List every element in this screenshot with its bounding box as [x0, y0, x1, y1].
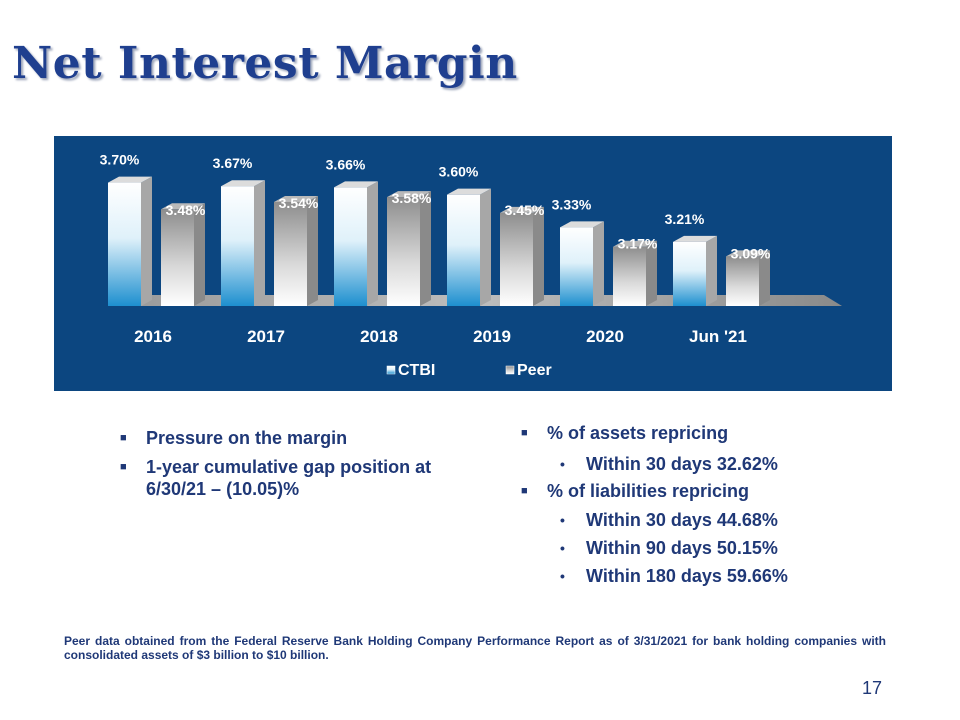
data-label-ctbi: 3.33% — [552, 196, 592, 212]
data-label-peer: 3.45% — [505, 202, 545, 218]
data-label-ctbi: 3.70% — [100, 152, 140, 168]
bar-peer — [726, 250, 770, 306]
legend-swatch — [505, 365, 515, 375]
data-label-peer: 3.17% — [618, 236, 658, 252]
bar-ctbi — [334, 181, 378, 306]
legend-item-peer: Peer — [505, 362, 552, 379]
bar-peer — [274, 195, 318, 306]
bullet-dot-icon: • — [560, 568, 565, 584]
data-label-ctbi: 3.60% — [439, 164, 479, 180]
bullet-square-icon: ■ — [521, 427, 528, 439]
category-label: 2017 — [247, 327, 285, 346]
category-label: 2018 — [360, 327, 398, 346]
category-label: 2020 — [586, 327, 624, 346]
data-label-peer: 3.48% — [166, 202, 206, 218]
bar-ctbi — [560, 221, 604, 306]
bar-ctbi — [221, 180, 265, 306]
data-label-peer: 3.58% — [392, 190, 432, 206]
slide-title: Net Interest Margin — [12, 38, 518, 89]
bar-peer — [613, 240, 657, 306]
data-label-ctbi: 3.21% — [665, 211, 705, 227]
bullet-square-icon: ■ — [120, 461, 127, 473]
data-label-peer: 3.09% — [731, 245, 771, 261]
bullet-dot-icon: • — [560, 540, 565, 556]
data-label-ctbi: 3.66% — [326, 156, 366, 172]
data-label-ctbi: 3.67% — [213, 155, 253, 171]
category-label: 2016 — [134, 327, 172, 346]
bar-ctbi — [108, 176, 152, 306]
bar-ctbi — [447, 188, 491, 306]
legend-item-ctbi: CTBI — [386, 362, 435, 379]
bullet-dot-icon: • — [560, 456, 565, 472]
chart-panel: 3.70% 3.48% 2016 3.67% 3.54% 2017 3.66% 3.58% 20… — [54, 136, 892, 391]
bullet-dot-icon: • — [560, 512, 565, 528]
legend-label: Peer — [517, 362, 552, 379]
bar-ctbi — [673, 235, 717, 306]
bar-peer — [500, 206, 544, 306]
bullet-square-icon: ■ — [521, 485, 528, 497]
bar-peer — [387, 191, 431, 306]
page-number: 17 — [862, 678, 883, 698]
legend-label: CTBI — [398, 362, 435, 379]
legend-swatch — [386, 365, 396, 375]
footnote: Peer data obtained from the Federal Rese… — [64, 634, 886, 662]
bar-peer — [161, 203, 205, 306]
category-label: Jun '21 — [689, 327, 747, 346]
category-label: 2019 — [473, 327, 511, 346]
bullet-square-icon: ■ — [120, 432, 127, 444]
data-label-peer: 3.54% — [279, 195, 319, 211]
net-interest-margin-chart: 3.70% 3.48% 2016 3.67% 3.54% 2017 3.66% 3.58% 20… — [100, 152, 842, 379]
